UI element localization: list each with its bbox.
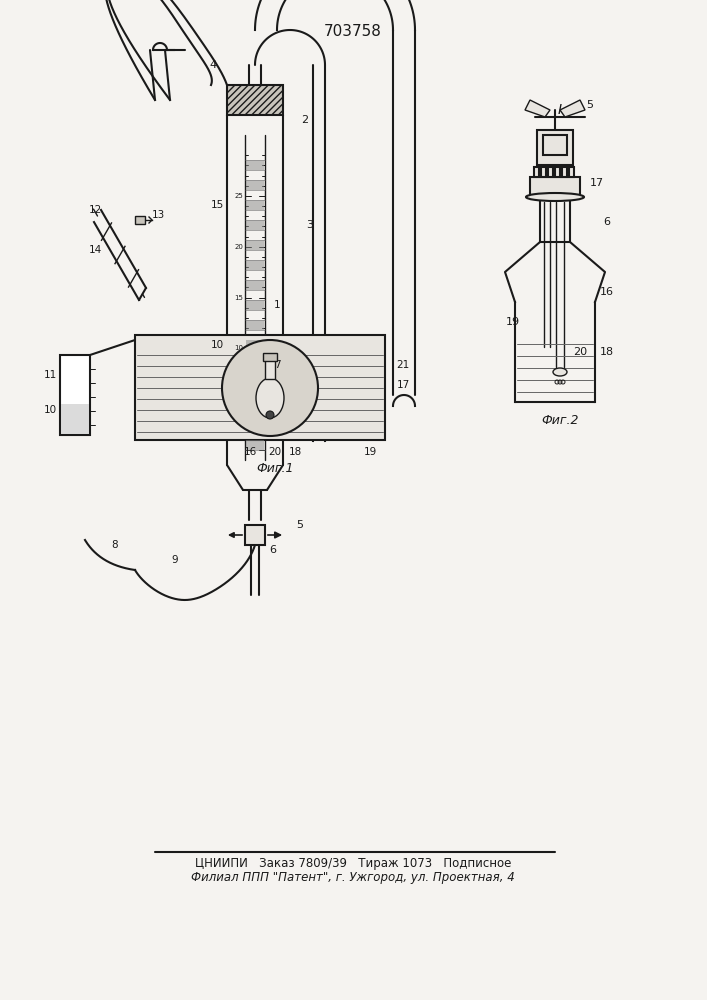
Bar bbox=[540, 197, 570, 242]
Text: 20: 20 bbox=[269, 447, 281, 457]
Ellipse shape bbox=[256, 378, 284, 418]
Text: 18: 18 bbox=[288, 447, 302, 457]
Text: 8: 8 bbox=[112, 540, 118, 550]
Bar bbox=[246, 160, 264, 170]
Text: 6: 6 bbox=[269, 545, 276, 555]
Bar bbox=[246, 320, 264, 330]
Bar bbox=[246, 240, 264, 250]
Text: 18: 18 bbox=[600, 347, 614, 357]
Bar bbox=[246, 360, 264, 370]
Text: 11: 11 bbox=[43, 370, 57, 380]
Text: Филиал ППП "Патент", г. Ужгород, ул. Проектная, 4: Филиал ППП "Патент", г. Ужгород, ул. Про… bbox=[191, 871, 515, 884]
Text: Фиг.1: Фиг.1 bbox=[256, 462, 293, 475]
Text: Фиг.2: Фиг.2 bbox=[542, 414, 579, 426]
Bar bbox=[61, 404, 89, 434]
Bar bbox=[246, 280, 264, 290]
Text: I: I bbox=[558, 103, 562, 117]
Text: 703758: 703758 bbox=[324, 24, 382, 39]
Text: 6: 6 bbox=[604, 217, 611, 227]
Text: 10: 10 bbox=[234, 345, 243, 351]
Text: 21: 21 bbox=[397, 360, 409, 370]
Text: 5: 5 bbox=[587, 100, 593, 110]
Bar bbox=[534, 167, 539, 177]
Bar bbox=[263, 353, 277, 361]
Text: 7: 7 bbox=[274, 360, 280, 370]
Text: 19: 19 bbox=[363, 447, 377, 457]
Bar bbox=[135, 216, 145, 224]
Bar bbox=[246, 380, 264, 390]
Bar bbox=[135, 335, 385, 440]
Bar bbox=[555, 167, 560, 177]
Bar bbox=[245, 525, 265, 545]
Bar bbox=[246, 220, 264, 230]
Bar bbox=[537, 130, 573, 165]
Text: 16: 16 bbox=[600, 287, 614, 297]
Bar bbox=[246, 420, 264, 430]
Text: 3: 3 bbox=[307, 220, 313, 230]
Text: 12: 12 bbox=[88, 205, 102, 215]
Text: 9: 9 bbox=[172, 555, 178, 565]
Bar bbox=[246, 200, 264, 210]
Circle shape bbox=[222, 340, 318, 436]
Text: 13: 13 bbox=[151, 210, 165, 220]
Text: 16: 16 bbox=[243, 447, 257, 457]
Text: 2: 2 bbox=[301, 115, 308, 125]
Text: 15: 15 bbox=[234, 294, 243, 300]
Text: 4: 4 bbox=[209, 60, 216, 70]
Ellipse shape bbox=[553, 368, 567, 376]
Text: 15: 15 bbox=[211, 200, 223, 210]
Bar bbox=[541, 167, 546, 177]
Text: 19: 19 bbox=[506, 317, 520, 327]
Text: 25: 25 bbox=[234, 193, 243, 199]
Text: 1: 1 bbox=[274, 300, 280, 310]
Text: 5: 5 bbox=[296, 520, 303, 530]
Bar bbox=[246, 300, 264, 310]
Text: 20: 20 bbox=[234, 244, 243, 250]
Circle shape bbox=[266, 411, 274, 419]
Text: 17: 17 bbox=[590, 178, 604, 188]
Ellipse shape bbox=[526, 193, 584, 201]
Text: 10: 10 bbox=[211, 340, 223, 350]
Bar bbox=[60, 355, 90, 435]
Bar bbox=[543, 135, 567, 155]
Text: 5: 5 bbox=[239, 396, 243, 402]
Text: 10: 10 bbox=[43, 405, 57, 415]
Bar bbox=[548, 167, 553, 177]
Polygon shape bbox=[560, 100, 585, 117]
Bar bbox=[246, 340, 264, 350]
Text: 17: 17 bbox=[397, 380, 409, 390]
Bar bbox=[246, 180, 264, 190]
Bar bbox=[246, 260, 264, 270]
Bar bbox=[562, 167, 567, 177]
Text: ЦНИИПИ   Заказ 7809/39   Тираж 1073   Подписное: ЦНИИПИ Заказ 7809/39 Тираж 1073 Подписно… bbox=[195, 856, 511, 869]
Bar bbox=[530, 177, 580, 195]
Bar bbox=[569, 167, 574, 177]
Bar bbox=[265, 359, 275, 379]
Bar bbox=[246, 440, 264, 450]
Bar bbox=[246, 400, 264, 410]
Polygon shape bbox=[525, 100, 550, 117]
Text: 20: 20 bbox=[573, 347, 587, 357]
Text: 14: 14 bbox=[88, 245, 102, 255]
Bar bbox=[227, 85, 283, 115]
